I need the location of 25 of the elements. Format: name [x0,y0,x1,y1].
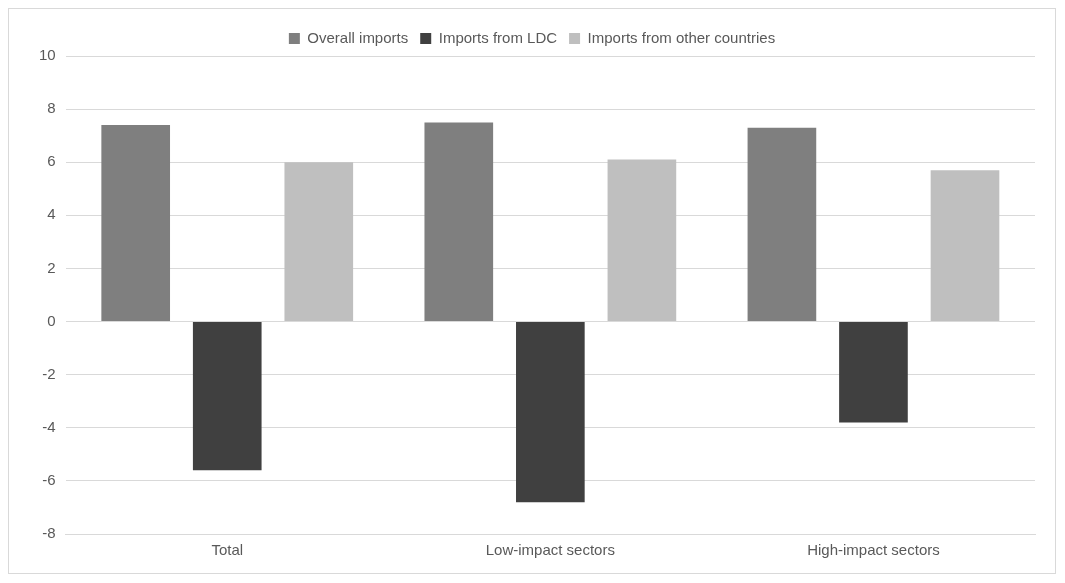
bar [101,125,171,322]
legend-label: Overall imports [307,28,409,46]
x-tick-label: High-impact sectors [807,541,940,559]
y-tick-label: 2 [47,258,56,276]
bar [192,322,262,471]
y-tick-label: 10 [39,46,56,64]
y-tick-label: 0 [47,311,56,329]
y-tick-label: 4 [47,205,56,223]
bar [424,122,494,322]
legend-label: Imports from LDC [438,28,558,46]
bar [284,162,354,322]
bar [747,127,817,322]
y-tick-label: -2 [42,364,56,382]
y-tick-label: -4 [42,417,56,435]
y-tick-label: -8 [42,524,56,542]
x-tick-label: Low-impact sectors [485,541,615,559]
bar [839,322,908,423]
bar [607,159,677,322]
bar [516,322,585,503]
y-tick-label: 6 [47,152,56,170]
y-tick-label: -6 [42,471,56,489]
x-tick-label: Total [211,541,244,559]
bar [930,170,1000,322]
y-tick-label: 8 [47,99,56,117]
legend-label: Imports from other countries [587,28,776,46]
